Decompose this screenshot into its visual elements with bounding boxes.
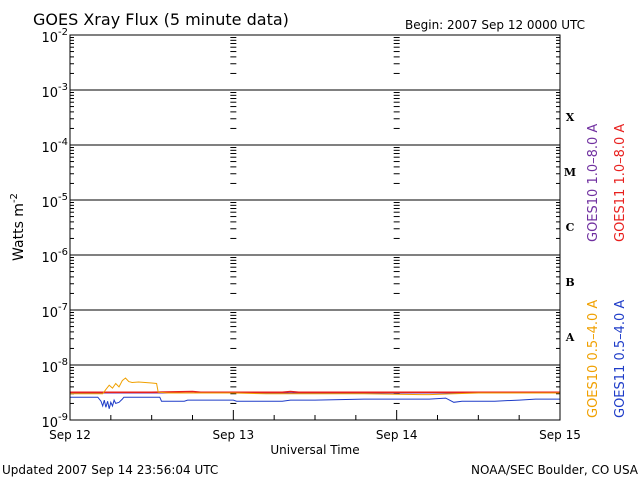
x-axis-label: Universal Time <box>270 443 359 457</box>
y-tick-label: 10-3 <box>41 82 68 101</box>
series-line-2 <box>70 377 560 396</box>
y-tick-label: 10-6 <box>41 247 68 266</box>
y-tick-label: 10-4 <box>41 137 68 156</box>
series-line-3 <box>70 396 560 409</box>
legend-goes11-short: GOES11 0.5–4.0 A <box>613 300 628 418</box>
y-tick-label: 10-7 <box>41 302 68 321</box>
begin-time: Begin: 2007 Sep 12 0000 UTC <box>405 18 585 32</box>
y-tick-label: 10-9 <box>41 412 68 431</box>
plot-frame <box>69 34 561 421</box>
legend-goes11-long: GOES11 1.0–8.0 A <box>613 124 628 242</box>
flare-class-label: M <box>564 166 576 179</box>
legend-goes10-long: GOES10 1.0–8.0 A <box>586 124 601 242</box>
x-tick-label: Sep 13 <box>212 428 254 442</box>
updated-timestamp: Updated 2007 Sep 14 23:56:04 UTC <box>2 463 218 477</box>
x-tick-label: Sep 14 <box>376 428 418 442</box>
x-tick-labels: Sep 12 Sep 13 Sep 14 Sep 15 <box>49 428 581 442</box>
y-axis-label-text: Watts m <box>11 203 27 261</box>
y-axis-label-sup: -2 <box>9 193 20 203</box>
x-tick-label: Sep 12 <box>49 428 91 442</box>
y-tick-labels: 10-2 10-3 10-4 10-5 10-6 10-7 10-8 10-9 <box>41 27 68 431</box>
y-tick-label: 10-8 <box>41 357 68 376</box>
axis-ticks <box>69 37 561 420</box>
flare-class-label: A <box>565 331 575 344</box>
y-axis-label: Watts m-2 <box>9 193 27 261</box>
legend-goes10-short: GOES10 0.5–4.0 A <box>586 300 601 418</box>
flare-class-label: B <box>565 276 574 289</box>
chart-title: GOES Xray Flux (5 minute data) <box>33 10 289 29</box>
flare-class-labels: X M C B A <box>564 111 576 344</box>
y-tick-label: 10-5 <box>41 192 68 211</box>
grid-lines <box>70 89 560 366</box>
flare-class-label: C <box>566 221 575 234</box>
series-line-1 <box>70 390 560 393</box>
x-tick-label: Sep 15 <box>539 428 581 442</box>
y-tick-label: 10-2 <box>41 27 68 46</box>
flare-class-label: X <box>566 111 575 124</box>
data-series <box>70 377 560 409</box>
data-source: NOAA/SEC Boulder, CO USA <box>471 463 639 477</box>
